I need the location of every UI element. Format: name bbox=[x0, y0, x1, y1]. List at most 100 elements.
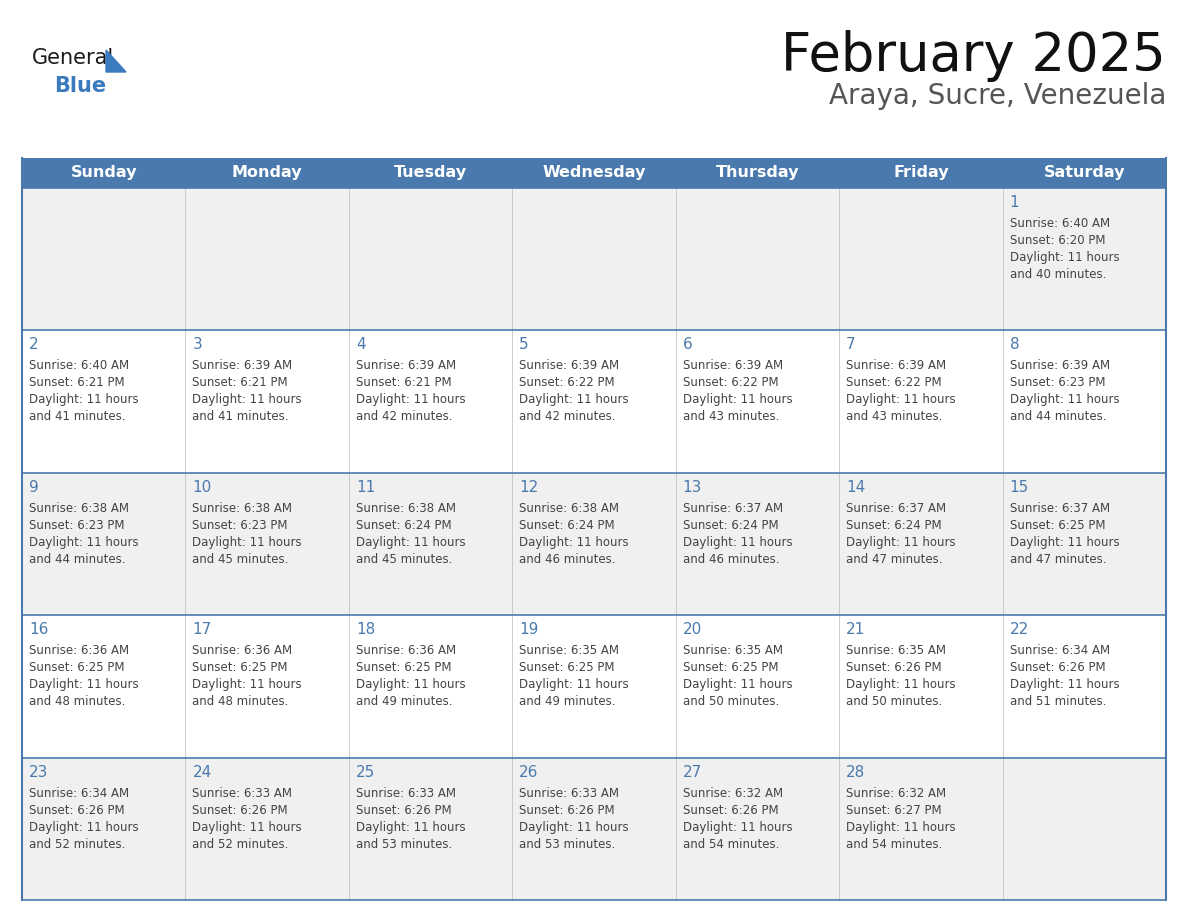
Text: and 52 minutes.: and 52 minutes. bbox=[192, 837, 289, 851]
Text: Sunset: 6:26 PM: Sunset: 6:26 PM bbox=[846, 661, 942, 674]
Text: Sunset: 6:24 PM: Sunset: 6:24 PM bbox=[846, 519, 942, 532]
Text: and 47 minutes.: and 47 minutes. bbox=[846, 553, 942, 565]
Text: Sunday: Sunday bbox=[70, 165, 137, 181]
Text: 3: 3 bbox=[192, 338, 202, 353]
Text: 23: 23 bbox=[29, 765, 49, 779]
Text: Sunrise: 6:32 AM: Sunrise: 6:32 AM bbox=[846, 787, 947, 800]
Text: Daylight: 11 hours: Daylight: 11 hours bbox=[519, 536, 628, 549]
Text: Sunset: 6:25 PM: Sunset: 6:25 PM bbox=[192, 661, 287, 674]
Text: 18: 18 bbox=[356, 622, 375, 637]
Text: Sunrise: 6:38 AM: Sunrise: 6:38 AM bbox=[519, 502, 619, 515]
Text: and 53 minutes.: and 53 minutes. bbox=[356, 837, 453, 851]
Text: Daylight: 11 hours: Daylight: 11 hours bbox=[192, 678, 302, 691]
Text: and 42 minutes.: and 42 minutes. bbox=[356, 410, 453, 423]
Text: and 43 minutes.: and 43 minutes. bbox=[683, 410, 779, 423]
Text: 25: 25 bbox=[356, 765, 375, 779]
Text: Sunrise: 6:36 AM: Sunrise: 6:36 AM bbox=[192, 644, 292, 657]
Text: Daylight: 11 hours: Daylight: 11 hours bbox=[356, 394, 466, 407]
Text: 13: 13 bbox=[683, 480, 702, 495]
Text: 27: 27 bbox=[683, 765, 702, 779]
Bar bbox=[23, 188, 1165, 330]
Text: Daylight: 11 hours: Daylight: 11 hours bbox=[519, 394, 628, 407]
Text: General: General bbox=[32, 48, 114, 68]
Text: Sunset: 6:24 PM: Sunset: 6:24 PM bbox=[683, 519, 778, 532]
Bar bbox=[23, 757, 1165, 900]
Text: 20: 20 bbox=[683, 622, 702, 637]
Text: Daylight: 11 hours: Daylight: 11 hours bbox=[683, 536, 792, 549]
Text: Sunrise: 6:36 AM: Sunrise: 6:36 AM bbox=[29, 644, 129, 657]
Text: Sunrise: 6:33 AM: Sunrise: 6:33 AM bbox=[519, 787, 619, 800]
Text: and 46 minutes.: and 46 minutes. bbox=[683, 553, 779, 565]
Text: 22: 22 bbox=[1010, 622, 1029, 637]
Text: Sunset: 6:22 PM: Sunset: 6:22 PM bbox=[519, 376, 615, 389]
Text: Friday: Friday bbox=[893, 165, 949, 181]
Text: 21: 21 bbox=[846, 622, 865, 637]
Text: and 45 minutes.: and 45 minutes. bbox=[356, 553, 453, 565]
Text: Daylight: 11 hours: Daylight: 11 hours bbox=[846, 821, 956, 834]
Text: Daylight: 11 hours: Daylight: 11 hours bbox=[846, 678, 956, 691]
Text: and 48 minutes.: and 48 minutes. bbox=[29, 695, 126, 708]
Bar bbox=[23, 473, 1165, 615]
Text: 19: 19 bbox=[519, 622, 538, 637]
Text: and 41 minutes.: and 41 minutes. bbox=[192, 410, 289, 423]
Text: Sunrise: 6:40 AM: Sunrise: 6:40 AM bbox=[29, 360, 129, 373]
Text: and 42 minutes.: and 42 minutes. bbox=[519, 410, 615, 423]
Text: 10: 10 bbox=[192, 480, 211, 495]
Text: 1: 1 bbox=[1010, 195, 1019, 210]
Text: and 53 minutes.: and 53 minutes. bbox=[519, 837, 615, 851]
Text: and 40 minutes.: and 40 minutes. bbox=[1010, 268, 1106, 281]
Text: 26: 26 bbox=[519, 765, 538, 779]
Text: and 46 minutes.: and 46 minutes. bbox=[519, 553, 615, 565]
Text: Sunset: 6:26 PM: Sunset: 6:26 PM bbox=[683, 803, 778, 817]
Text: and 43 minutes.: and 43 minutes. bbox=[846, 410, 942, 423]
Text: and 44 minutes.: and 44 minutes. bbox=[1010, 410, 1106, 423]
Text: Daylight: 11 hours: Daylight: 11 hours bbox=[846, 536, 956, 549]
Text: and 52 minutes.: and 52 minutes. bbox=[29, 837, 126, 851]
Text: Thursday: Thursday bbox=[715, 165, 800, 181]
Polygon shape bbox=[106, 50, 126, 72]
Text: 24: 24 bbox=[192, 765, 211, 779]
Text: 28: 28 bbox=[846, 765, 865, 779]
Text: Daylight: 11 hours: Daylight: 11 hours bbox=[1010, 394, 1119, 407]
Text: Blue: Blue bbox=[53, 76, 106, 96]
Text: February 2025: February 2025 bbox=[782, 30, 1165, 82]
Text: Sunrise: 6:39 AM: Sunrise: 6:39 AM bbox=[519, 360, 619, 373]
Text: Sunset: 6:25 PM: Sunset: 6:25 PM bbox=[683, 661, 778, 674]
Text: Sunset: 6:26 PM: Sunset: 6:26 PM bbox=[519, 803, 615, 817]
Text: Tuesday: Tuesday bbox=[394, 165, 467, 181]
Text: Sunset: 6:23 PM: Sunset: 6:23 PM bbox=[1010, 376, 1105, 389]
Text: Sunrise: 6:36 AM: Sunrise: 6:36 AM bbox=[356, 644, 456, 657]
Text: Sunset: 6:27 PM: Sunset: 6:27 PM bbox=[846, 803, 942, 817]
Text: Sunset: 6:26 PM: Sunset: 6:26 PM bbox=[1010, 661, 1105, 674]
Text: 16: 16 bbox=[29, 622, 49, 637]
Text: Daylight: 11 hours: Daylight: 11 hours bbox=[192, 536, 302, 549]
Text: Daylight: 11 hours: Daylight: 11 hours bbox=[1010, 536, 1119, 549]
Text: Sunrise: 6:37 AM: Sunrise: 6:37 AM bbox=[1010, 502, 1110, 515]
Text: Sunrise: 6:34 AM: Sunrise: 6:34 AM bbox=[29, 787, 129, 800]
Bar bbox=[23, 158, 1165, 188]
Text: Daylight: 11 hours: Daylight: 11 hours bbox=[29, 678, 139, 691]
Text: Daylight: 11 hours: Daylight: 11 hours bbox=[1010, 678, 1119, 691]
Text: Sunrise: 6:39 AM: Sunrise: 6:39 AM bbox=[683, 360, 783, 373]
Text: Sunrise: 6:38 AM: Sunrise: 6:38 AM bbox=[356, 502, 456, 515]
Text: Daylight: 11 hours: Daylight: 11 hours bbox=[683, 821, 792, 834]
Text: Daylight: 11 hours: Daylight: 11 hours bbox=[683, 394, 792, 407]
Text: and 54 minutes.: and 54 minutes. bbox=[846, 837, 942, 851]
Text: and 51 minutes.: and 51 minutes. bbox=[1010, 695, 1106, 708]
Text: Sunset: 6:22 PM: Sunset: 6:22 PM bbox=[683, 376, 778, 389]
Text: 14: 14 bbox=[846, 480, 865, 495]
Text: Daylight: 11 hours: Daylight: 11 hours bbox=[519, 678, 628, 691]
Text: Daylight: 11 hours: Daylight: 11 hours bbox=[356, 821, 466, 834]
Text: Daylight: 11 hours: Daylight: 11 hours bbox=[29, 394, 139, 407]
Text: Sunrise: 6:32 AM: Sunrise: 6:32 AM bbox=[683, 787, 783, 800]
Text: 11: 11 bbox=[356, 480, 375, 495]
Text: Sunrise: 6:35 AM: Sunrise: 6:35 AM bbox=[519, 644, 619, 657]
Text: Sunset: 6:24 PM: Sunset: 6:24 PM bbox=[519, 519, 615, 532]
Text: Sunset: 6:21 PM: Sunset: 6:21 PM bbox=[29, 376, 125, 389]
Text: 9: 9 bbox=[29, 480, 39, 495]
Text: Sunrise: 6:39 AM: Sunrise: 6:39 AM bbox=[192, 360, 292, 373]
Text: Sunrise: 6:34 AM: Sunrise: 6:34 AM bbox=[1010, 644, 1110, 657]
Text: Daylight: 11 hours: Daylight: 11 hours bbox=[846, 394, 956, 407]
Text: Sunset: 6:26 PM: Sunset: 6:26 PM bbox=[192, 803, 287, 817]
Text: and 44 minutes.: and 44 minutes. bbox=[29, 553, 126, 565]
